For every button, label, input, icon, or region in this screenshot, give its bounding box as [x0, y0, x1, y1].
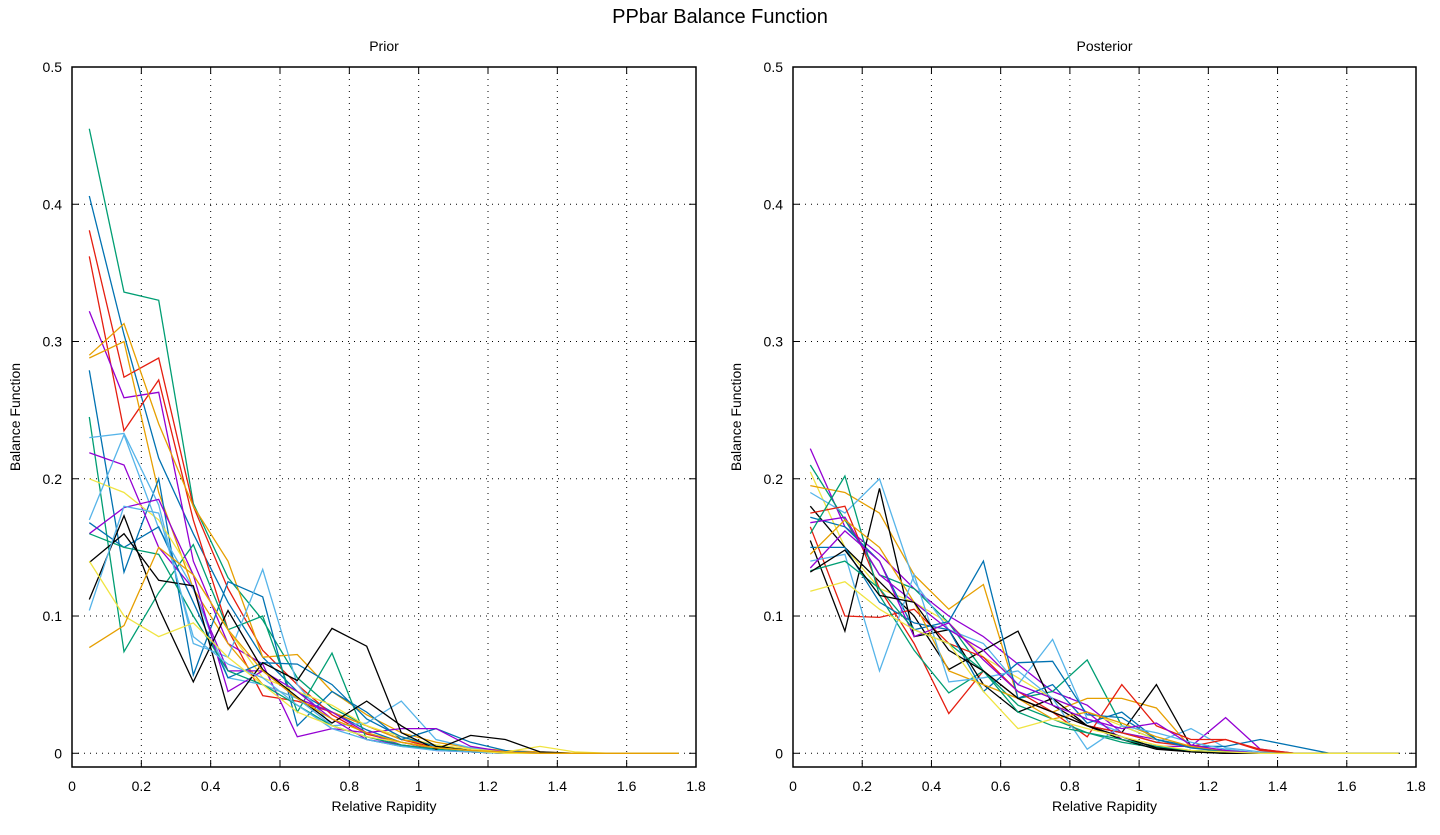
series-line-1 [88, 195, 679, 754]
y-axis-label: Balance Function [728, 363, 744, 471]
x-tick-label: 0.6 [991, 778, 1011, 794]
series-line-3 [88, 256, 679, 754]
series-line-18 [810, 580, 1399, 754]
x-tick-label: 1.6 [1337, 778, 1357, 794]
series-line-17 [809, 549, 1399, 754]
x-tick-label: 1.8 [1406, 778, 1426, 794]
x-tick-label: 0.2 [132, 778, 152, 794]
series-line-15 [809, 529, 1399, 754]
x-tick-label: 0.4 [922, 778, 942, 794]
x-tick-label: 1.2 [1199, 778, 1219, 794]
series-line-6 [89, 340, 679, 754]
posterior-panel: 0 0.2 0.4 0.6 0.8 1 1.2 1.4 1.6 1.8 0 0.1 0.2 0.3 0.4 0… [728, 38, 1426, 814]
plot-frame [71, 66, 697, 768]
y-tick-label: 0.4 [764, 196, 784, 212]
series-line-14 [88, 498, 679, 754]
x-tick-label: 0 [789, 778, 797, 794]
x-tick-label: 0.6 [270, 778, 290, 794]
series-line-9 [89, 432, 679, 754]
x-tick-label: 1 [415, 778, 423, 794]
y-tick-label: 0.2 [764, 471, 784, 487]
y-tick-label: 0.1 [764, 608, 784, 624]
y-tick-label: 0.3 [764, 334, 784, 350]
y-tick-label: 0.1 [43, 608, 63, 624]
x-tick-label: 1 [1135, 778, 1143, 794]
x-tick-label: 1.8 [686, 778, 706, 794]
figure-title: PPbar Balance Function [612, 6, 828, 28]
panel-title: Prior [369, 38, 399, 54]
y-axis-label: Balance Function [7, 363, 23, 471]
y-tick-label: 0 [775, 745, 783, 761]
x-axis-label: Relative Rapidity [331, 798, 436, 814]
series-line-4 [88, 311, 679, 754]
panel-title: Posterior [1076, 38, 1132, 54]
x-tick-label: 0.2 [852, 778, 872, 794]
plot-frame [792, 66, 1417, 768]
prior-panel: 0 0.2 0.4 0.6 0.8 1 1.2 1.4 1.6 1.8 0 0.1 0.2 0.3 0.4 0… [7, 38, 706, 814]
y-tick-label: 0.4 [43, 196, 63, 212]
x-tick-label: 0.8 [340, 778, 360, 794]
x-tick-label: 0 [68, 778, 76, 794]
y-tick-label: 0 [54, 745, 62, 761]
x-axis-label: Relative Rapidity [1052, 798, 1157, 814]
y-tick-label: 0.5 [764, 59, 784, 75]
y-tick-label: 0.2 [43, 471, 63, 487]
series-line-17 [88, 514, 679, 754]
x-tick-label: 0.8 [1060, 778, 1080, 794]
x-tick-label: 1.2 [478, 778, 498, 794]
x-tick-label: 1.4 [548, 778, 568, 794]
series-line-20 [88, 546, 679, 754]
series-line-11 [89, 478, 679, 754]
series-line-10 [89, 452, 679, 754]
series-line-2 [88, 230, 679, 754]
x-tick-label: 1.4 [1268, 778, 1288, 794]
x-tick-label: 1.6 [617, 778, 637, 794]
y-tick-label: 0.5 [43, 59, 63, 75]
y-tick-label: 0.3 [43, 334, 63, 350]
x-tick-label: 0.4 [201, 778, 221, 794]
series-line-13 [88, 522, 679, 754]
